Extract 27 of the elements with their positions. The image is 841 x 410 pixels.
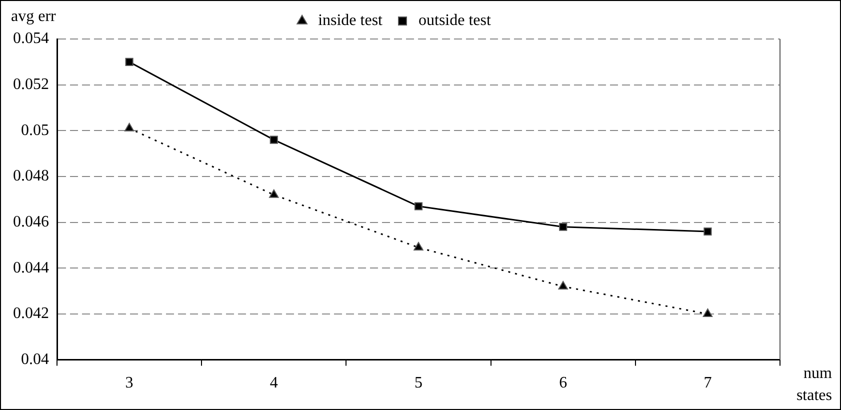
point	[704, 227, 712, 236]
point	[125, 58, 134, 66]
point	[414, 202, 423, 210]
point	[414, 242, 424, 251]
y-tick-label: 0.048	[13, 168, 49, 185]
point	[558, 280, 568, 290]
point	[269, 189, 279, 198]
y-tick-label: 0.046	[13, 214, 49, 231]
x-axis-title: num states	[796, 365, 833, 404]
y-tick-label: 0.042	[13, 305, 49, 322]
x-tick-label: 6	[559, 374, 568, 392]
x-tick-label: 4	[270, 374, 278, 392]
y-tick-label: 0.04	[21, 351, 49, 368]
point	[702, 308, 713, 317]
point	[270, 136, 278, 144]
x-tick-label: 3	[125, 374, 134, 392]
y-tick-label: 0.05	[21, 122, 49, 139]
legend-label: outside test	[418, 12, 492, 30]
x-tick-label: 7	[704, 374, 712, 392]
legend-label: inside test	[318, 12, 384, 30]
point	[124, 122, 134, 132]
y-tick-label: 0.052	[13, 76, 49, 94]
y-axis-title: avg err	[11, 8, 57, 26]
y-tick-label: 0.054	[13, 30, 49, 48]
point	[559, 222, 568, 231]
x-tick-label: 5	[414, 374, 422, 392]
y-tick-label: 0.044	[13, 259, 49, 276]
